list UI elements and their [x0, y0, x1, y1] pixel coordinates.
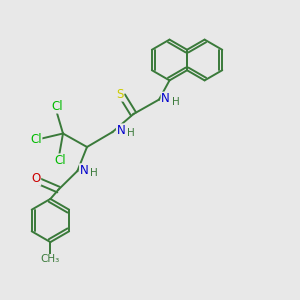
- Text: Cl: Cl: [51, 100, 63, 113]
- Text: N: N: [80, 164, 88, 177]
- Text: H: H: [90, 168, 98, 178]
- Text: Cl: Cl: [54, 154, 66, 167]
- Text: N: N: [161, 92, 170, 105]
- Text: CH₃: CH₃: [41, 254, 60, 265]
- Text: S: S: [116, 88, 124, 101]
- Text: Cl: Cl: [30, 133, 42, 146]
- Text: N: N: [116, 124, 125, 137]
- Text: O: O: [32, 172, 40, 185]
- Text: H: H: [127, 128, 135, 139]
- Text: H: H: [172, 97, 179, 107]
